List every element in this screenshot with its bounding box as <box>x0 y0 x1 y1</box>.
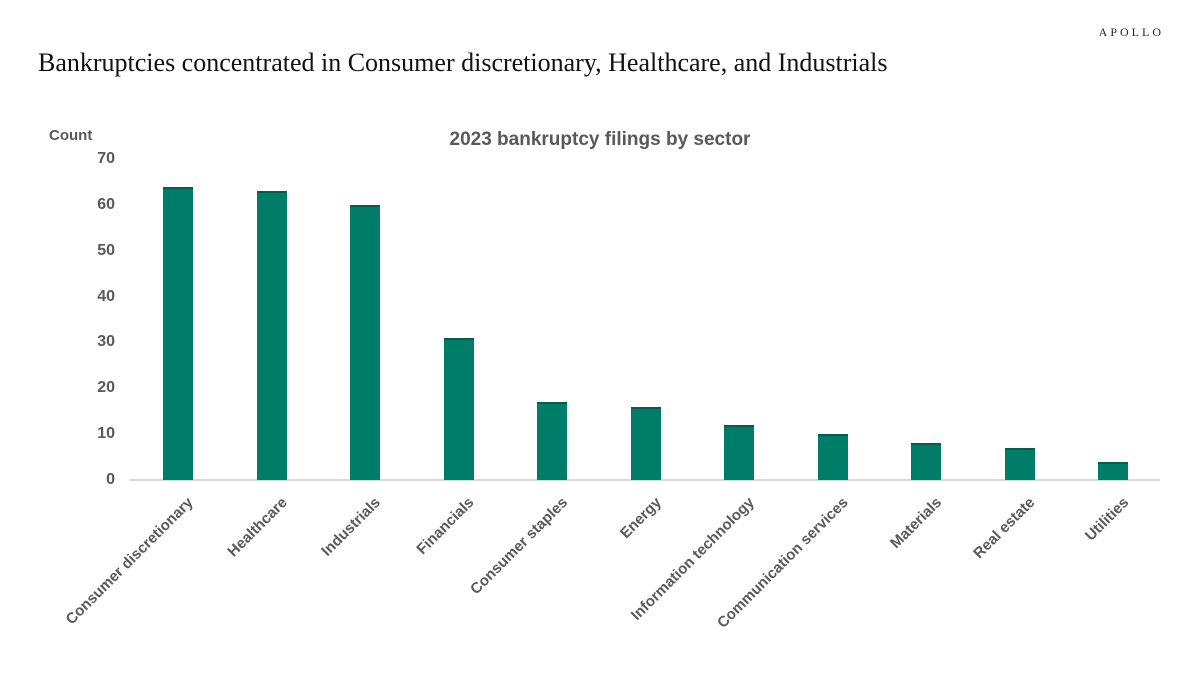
bar-consumer-discretionary <box>163 186 193 480</box>
bar-utilities <box>1098 461 1128 480</box>
x-tick-label: Materials <box>887 494 946 553</box>
y-tick-label: 0 <box>106 471 115 488</box>
bar-communication-services <box>817 434 848 480</box>
x-tick-label: Healthcare <box>224 494 291 561</box>
bar-healthcare <box>256 191 287 480</box>
apollo-logo: APOLLO <box>1098 25 1164 39</box>
y-axis-title: Count <box>49 127 93 144</box>
x-tick-label: Financials <box>413 494 478 558</box>
y-tick-label: 30 <box>97 333 115 351</box>
bar-energy <box>630 406 661 480</box>
bar-industrials <box>350 204 380 480</box>
x-tick-label: Utilities <box>1081 494 1133 545</box>
x-tick-label: Industrials <box>318 494 385 560</box>
x-tick-label: Consumer staples <box>467 494 572 598</box>
x-tick-label: Energy <box>616 494 665 542</box>
page-title: Bankruptcies concentrated in Consumer di… <box>38 48 888 77</box>
x-tick-label: Consumer discretionary <box>62 494 198 629</box>
chart-title: 2023 bankruptcy filings by sector <box>449 129 751 150</box>
y-tick-label: 10 <box>97 425 115 443</box>
y-tick-label: 20 <box>97 379 115 397</box>
x-axis-line <box>130 479 1160 481</box>
bar-information-technology <box>724 424 754 480</box>
y-tick-label: 60 <box>97 195 115 213</box>
bar-materials <box>911 443 941 480</box>
y-tick-label: 70 <box>97 150 115 167</box>
bar-consumer-staples <box>537 402 567 480</box>
x-tick-label: Real estate <box>970 494 1039 563</box>
bar-real-estate <box>1004 447 1035 480</box>
y-tick-label: 50 <box>97 241 115 259</box>
y-tick-label: 40 <box>97 287 115 305</box>
bar-financials <box>443 337 474 480</box>
